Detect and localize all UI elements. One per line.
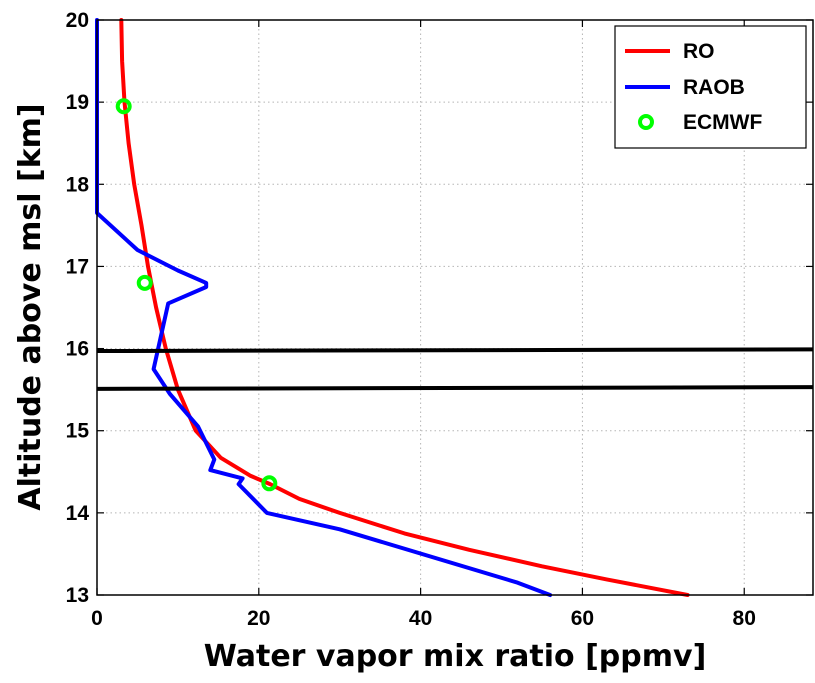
x-tick-label: 0 xyxy=(91,607,103,630)
y-tick-label: 18 xyxy=(66,173,90,196)
tick-labels: 0 20 40 60 80 13 14 15 16 17 18 19 20 xyxy=(66,9,756,630)
y-tick-label: 16 xyxy=(66,338,89,361)
series-layer xyxy=(95,18,690,597)
x-tick-label: 40 xyxy=(409,607,432,630)
marker-ecmwf xyxy=(261,475,278,492)
series-line-ro xyxy=(119,18,690,597)
legend-label-ecmwf: ECMWF xyxy=(683,111,762,134)
y-tick-label: 15 xyxy=(66,420,90,443)
marker-ecmwf xyxy=(115,98,132,115)
y-tick-label: 17 xyxy=(66,255,89,278)
reference-line-2 xyxy=(96,385,814,391)
reference-line-1 xyxy=(96,347,814,354)
y-tick-label: 13 xyxy=(66,584,89,607)
y-tick-label: 20 xyxy=(66,9,89,32)
legend-label-raob: RAOB xyxy=(683,76,745,99)
y-tick-label: 14 xyxy=(66,502,90,525)
x-axis-label: Water vapor mix ratio [ppmv] xyxy=(204,639,707,674)
legend-label-ro: RO xyxy=(683,40,715,63)
y-axis-label: Altitude above msl [km] xyxy=(13,103,48,510)
legend-swatch-ecmwf xyxy=(638,114,654,130)
x-tick-label: 80 xyxy=(733,607,756,630)
y-tick-label: 19 xyxy=(66,91,89,114)
x-tick-label: 20 xyxy=(247,607,270,630)
series-line-raob xyxy=(95,18,553,597)
legend: RO RAOB ECMWF xyxy=(614,25,807,149)
marker-ecmwf xyxy=(136,274,153,291)
plot-frame xyxy=(96,19,814,596)
x-tick-label: 60 xyxy=(571,607,594,630)
reference-lines xyxy=(96,98,814,492)
